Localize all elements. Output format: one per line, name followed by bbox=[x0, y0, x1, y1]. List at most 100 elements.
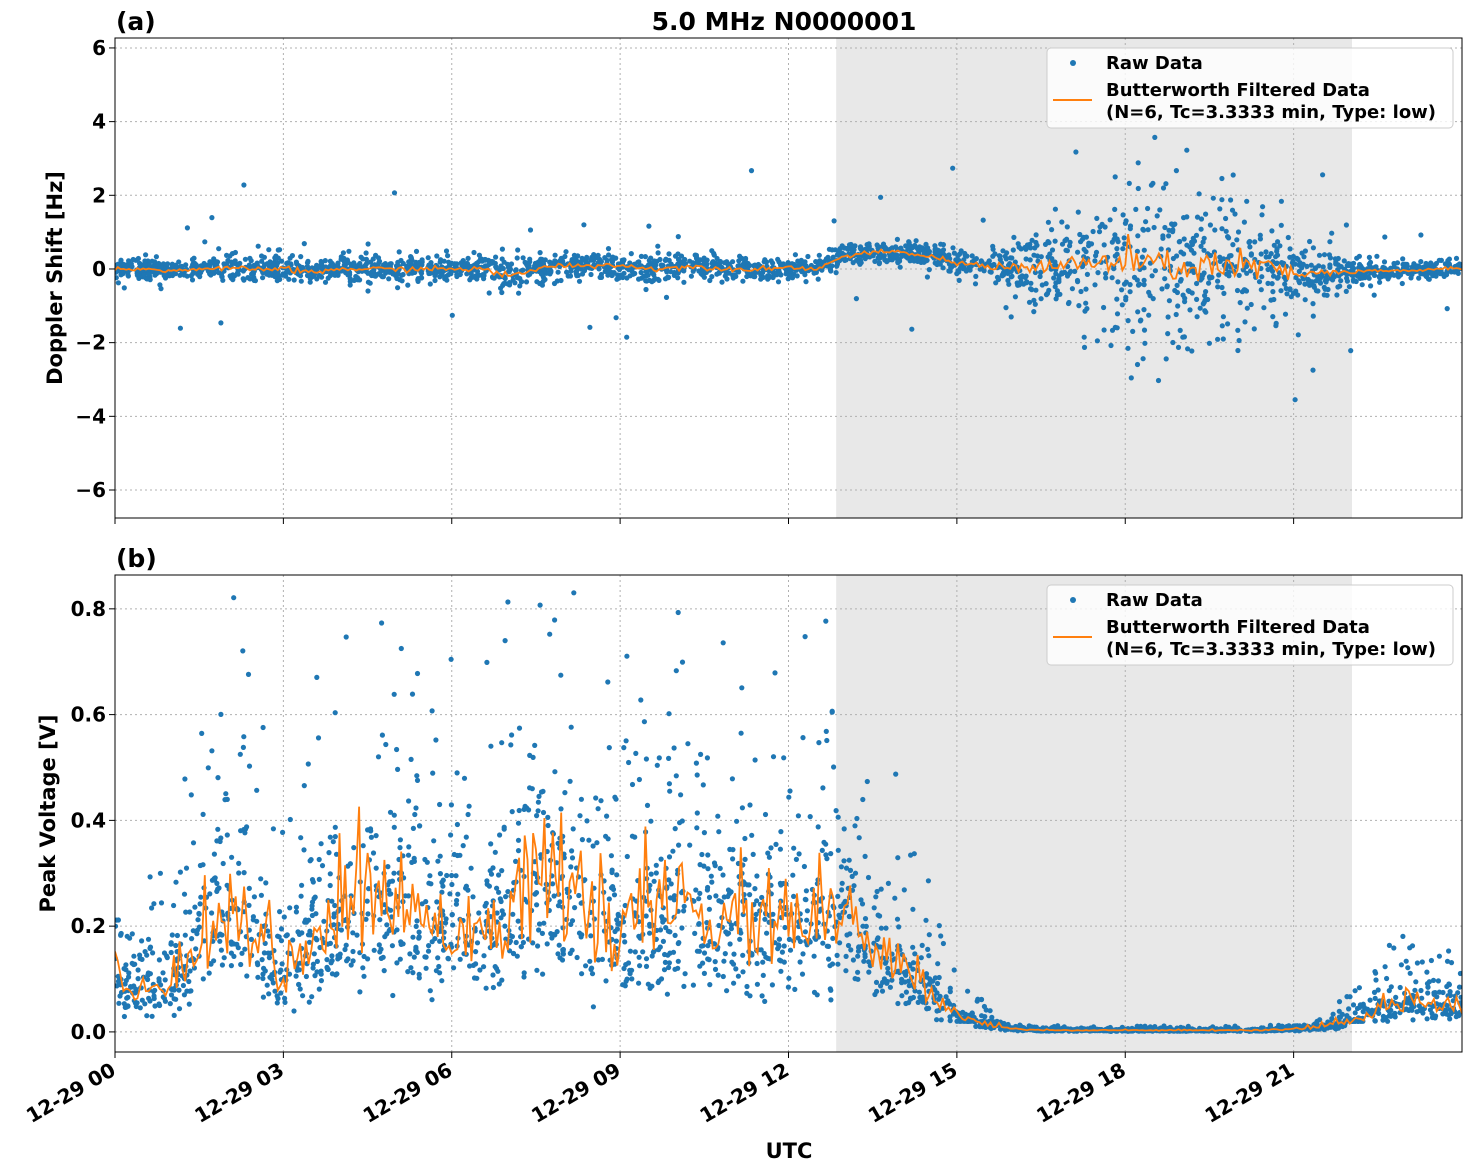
raw-data-point bbox=[644, 278, 650, 284]
raw-data-point bbox=[973, 256, 980, 262]
raw-data-point bbox=[1203, 211, 1209, 217]
raw-data-point bbox=[655, 250, 661, 256]
raw-data-point bbox=[1038, 296, 1044, 302]
raw-data-point bbox=[269, 269, 275, 275]
raw-data-point bbox=[1149, 273, 1155, 279]
raw-data-point bbox=[951, 250, 958, 256]
raw-data-point bbox=[408, 756, 414, 763]
raw-data-point bbox=[527, 227, 534, 233]
raw-data-point bbox=[448, 802, 454, 808]
raw-data-point bbox=[389, 943, 395, 949]
raw-data-point bbox=[699, 851, 705, 858]
raw-data-point bbox=[507, 265, 513, 271]
raw-data-point bbox=[877, 255, 884, 261]
raw-data-point bbox=[1134, 248, 1140, 254]
raw-data-point bbox=[862, 916, 869, 922]
raw-data-point bbox=[623, 962, 629, 968]
raw-data-point bbox=[205, 268, 211, 274]
raw-data-point bbox=[1278, 222, 1284, 228]
raw-data-point bbox=[335, 272, 341, 278]
raw-data-point bbox=[264, 982, 270, 988]
raw-data-point bbox=[709, 260, 715, 266]
raw-data-point bbox=[1251, 326, 1257, 332]
raw-data-point bbox=[729, 776, 736, 782]
raw-data-point bbox=[897, 264, 903, 270]
raw-data-point bbox=[568, 724, 574, 730]
raw-data-point bbox=[184, 988, 190, 994]
raw-data-point bbox=[687, 842, 693, 848]
raw-data-point bbox=[1135, 233, 1141, 239]
raw-data-point bbox=[365, 911, 371, 917]
raw-data-point bbox=[706, 906, 713, 912]
raw-data-point bbox=[606, 745, 612, 751]
raw-data-point bbox=[1371, 292, 1377, 298]
raw-data-point bbox=[206, 970, 212, 976]
raw-data-point bbox=[534, 279, 540, 285]
raw-data-point bbox=[569, 848, 575, 854]
raw-data-point bbox=[259, 957, 265, 963]
raw-data-point bbox=[675, 940, 681, 947]
raw-data-point bbox=[1007, 255, 1014, 261]
raw-data-point bbox=[843, 865, 850, 871]
raw-data-point bbox=[1069, 286, 1075, 292]
raw-data-point bbox=[701, 259, 708, 265]
raw-data-point bbox=[513, 939, 519, 946]
raw-data-point bbox=[513, 858, 519, 865]
raw-data-point bbox=[538, 271, 545, 277]
raw-data-point bbox=[604, 813, 610, 819]
raw-data-point bbox=[151, 901, 157, 907]
raw-data-point bbox=[839, 880, 845, 886]
raw-data-point bbox=[501, 259, 507, 265]
raw-data-point bbox=[658, 856, 664, 862]
raw-data-point bbox=[1146, 312, 1152, 318]
raw-data-point bbox=[725, 930, 732, 936]
raw-data-point bbox=[515, 918, 521, 924]
raw-data-point bbox=[1162, 224, 1168, 231]
raw-data-point bbox=[647, 882, 653, 888]
raw-data-point bbox=[182, 932, 188, 938]
raw-data-point bbox=[1219, 323, 1225, 329]
raw-data-point bbox=[278, 926, 285, 932]
raw-data-point bbox=[1122, 220, 1128, 226]
raw-data-point bbox=[360, 843, 366, 849]
raw-data-point bbox=[488, 743, 494, 749]
raw-data-point bbox=[742, 856, 748, 863]
raw-data-point bbox=[1226, 235, 1232, 241]
raw-data-point bbox=[481, 272, 487, 278]
raw-data-point bbox=[1207, 222, 1213, 228]
raw-data-point bbox=[266, 247, 272, 253]
raw-data-point bbox=[1317, 280, 1324, 286]
raw-data-point bbox=[860, 796, 866, 803]
raw-data-point bbox=[1194, 314, 1200, 320]
raw-data-point bbox=[202, 239, 208, 245]
raw-data-point bbox=[1456, 984, 1462, 990]
raw-data-point bbox=[1271, 296, 1277, 303]
raw-data-point bbox=[176, 987, 182, 993]
raw-data-point bbox=[1217, 254, 1223, 260]
raw-data-point bbox=[449, 911, 455, 918]
raw-data-point bbox=[1257, 232, 1263, 238]
raw-data-point bbox=[176, 1006, 183, 1012]
raw-data-point bbox=[162, 998, 168, 1004]
raw-data-point bbox=[1049, 247, 1056, 253]
raw-data-point bbox=[1343, 288, 1349, 294]
raw-data-point bbox=[935, 961, 941, 967]
raw-data-point bbox=[1094, 215, 1100, 221]
raw-data-point bbox=[434, 899, 440, 905]
raw-data-point bbox=[1381, 259, 1388, 265]
raw-data-point bbox=[301, 241, 307, 247]
raw-data-point bbox=[135, 255, 141, 262]
raw-data-point bbox=[803, 888, 810, 894]
raw-data-point bbox=[1031, 297, 1037, 303]
raw-data-point bbox=[412, 811, 418, 818]
raw-data-point bbox=[653, 870, 659, 876]
raw-data-point bbox=[1210, 195, 1216, 201]
raw-data-point bbox=[1063, 247, 1069, 253]
raw-data-point bbox=[1189, 348, 1195, 354]
raw-data-point bbox=[388, 907, 394, 913]
raw-data-point bbox=[947, 1018, 953, 1024]
raw-data-point bbox=[300, 993, 306, 999]
raw-data-point bbox=[1220, 314, 1226, 320]
raw-data-point bbox=[309, 903, 315, 909]
raw-data-point bbox=[391, 691, 397, 697]
